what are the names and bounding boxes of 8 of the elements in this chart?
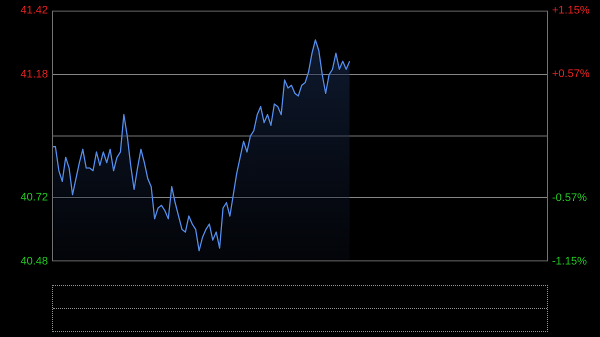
y2-tick-label: -1.15% bbox=[552, 255, 588, 268]
y-tick-label: 40.48 bbox=[20, 255, 48, 268]
y2-tick-label: +1.15% bbox=[552, 4, 590, 17]
y-tick-label: 40.72 bbox=[20, 191, 48, 204]
y2-tick-label: +0.57% bbox=[552, 68, 590, 80]
y-tick-label: 41.18 bbox=[20, 68, 48, 81]
y2-tick-label: -0.57% bbox=[552, 192, 588, 204]
y-tick-label: 41.42 bbox=[20, 4, 48, 17]
